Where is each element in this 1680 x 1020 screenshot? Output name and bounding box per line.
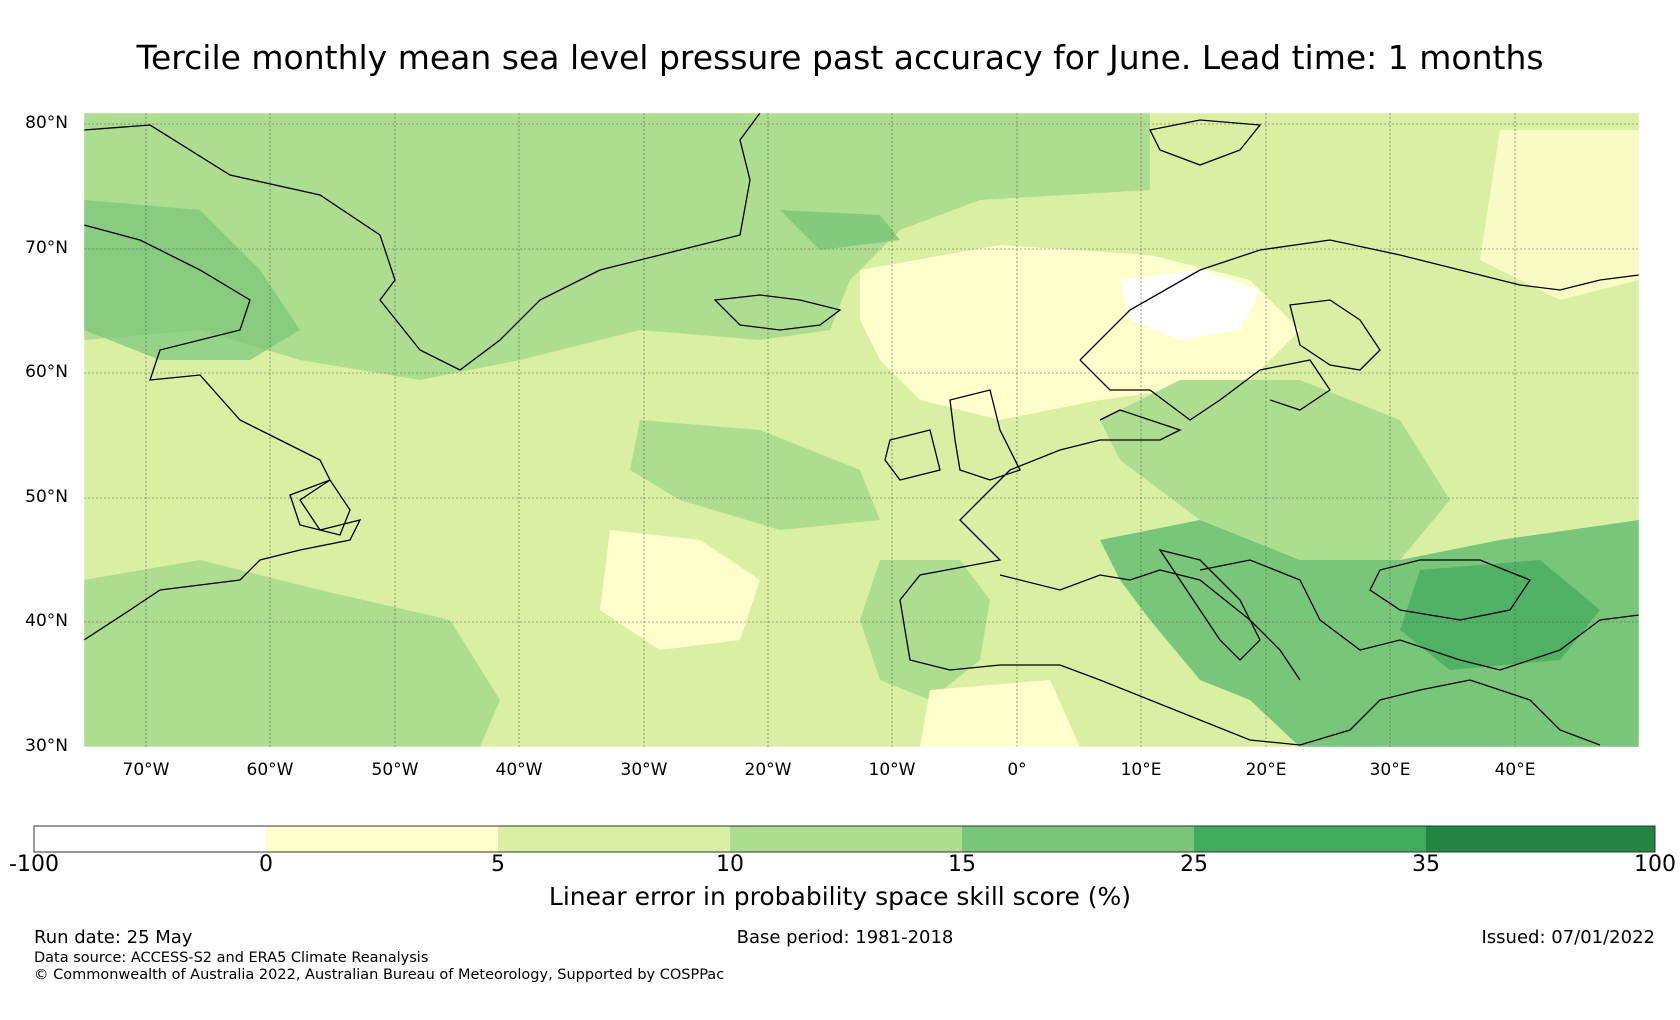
lon-label-20w: 20°W — [744, 760, 792, 780]
colorbar-segment-4 — [730, 826, 962, 852]
colorbar-segment-6 — [1194, 826, 1426, 852]
colorbar-tick: 100 — [1634, 852, 1676, 877]
colorbar-segment-7 — [1426, 826, 1655, 852]
lat-label-30n: 30°N — [25, 736, 68, 756]
region-north-africa-pale — [920, 680, 1080, 747]
coast-svalbard — [1149, 119, 1262, 166]
issued-date: Issued: 07/01/2022 — [1481, 927, 1655, 948]
lon-label-40w: 40°W — [495, 760, 543, 780]
lat-label-80n: 80°N — [25, 113, 68, 133]
coast-iceland — [713, 294, 842, 331]
colorbar-segment-3 — [498, 826, 730, 852]
lat-label-50n: 50°N — [25, 487, 68, 507]
copyright: © Commonwealth of Australia 2022, Austra… — [34, 967, 725, 983]
coast-labrador — [83, 224, 362, 641]
colorbar-label: Linear error in probability space skill … — [548, 882, 1132, 911]
skill-score-map — [83, 112, 1640, 748]
region-north-europe — [1100, 380, 1450, 560]
colorbar-tick: 25 — [1180, 852, 1208, 877]
lon-label-0: 0° — [1007, 760, 1027, 780]
map-title: Tercile monthly mean sea level pressure … — [136, 38, 1544, 77]
region-black-sea-deep — [1400, 560, 1600, 670]
coast-greenland — [83, 112, 761, 371]
colorbar-segment-2 — [266, 826, 498, 852]
coast-scandinavia — [1079, 239, 1640, 421]
colorbar-tick: 0 — [259, 852, 273, 877]
region-greenland — [84, 113, 1150, 380]
lat-label-60n: 60°N — [25, 362, 68, 382]
lat-label-70n: 70°N — [25, 238, 68, 258]
colorbar-tick: 5 — [491, 852, 505, 877]
base-period: Base period: 1981-2018 — [736, 927, 954, 948]
region-east-europe — [1480, 130, 1639, 300]
colorbar-border — [33, 825, 1656, 853]
coast-newfoundland — [289, 479, 351, 536]
colorbar-segment-5 — [962, 826, 1194, 852]
region-central-atlantic — [630, 420, 880, 530]
lon-label-10e: 10°E — [1120, 760, 1162, 780]
coast-baltic-finland — [1289, 299, 1381, 371]
data-source: Data source: ACCESS-S2 and ERA5 Climate … — [34, 950, 429, 966]
coast-italy — [1158, 548, 1261, 661]
lon-label-70w: 70°W — [122, 760, 170, 780]
colorbar-tick: 10 — [716, 852, 744, 877]
lat-label-40n: 40°N — [25, 611, 68, 631]
colorbar-tick: -100 — [9, 852, 59, 877]
lon-label-20e: 20°E — [1245, 760, 1287, 780]
colorbar-tick: 35 — [1412, 852, 1440, 877]
region-scandinavia-white — [1120, 270, 1260, 340]
lon-label-60w: 60°W — [246, 760, 294, 780]
lon-label-30e: 30°E — [1369, 760, 1411, 780]
run-date: Run date: 25 May — [34, 927, 193, 948]
region-subtropical-west — [84, 560, 500, 747]
region-iberia — [860, 560, 990, 700]
colorbar — [33, 825, 1656, 853]
colorbar-tick: 15 — [948, 852, 976, 877]
lon-label-30w: 30°W — [620, 760, 668, 780]
lon-label-50w: 50°W — [371, 760, 419, 780]
coast-continental-europe — [899, 409, 1640, 746]
region-iceland-sea — [780, 210, 900, 250]
colorbar-segment-1 — [34, 826, 266, 852]
region-atlantic-pale — [600, 530, 760, 650]
lon-label-40e: 40°E — [1494, 760, 1536, 780]
coast-black-sea — [1369, 559, 1531, 621]
lon-label-10w: 10°W — [868, 760, 916, 780]
